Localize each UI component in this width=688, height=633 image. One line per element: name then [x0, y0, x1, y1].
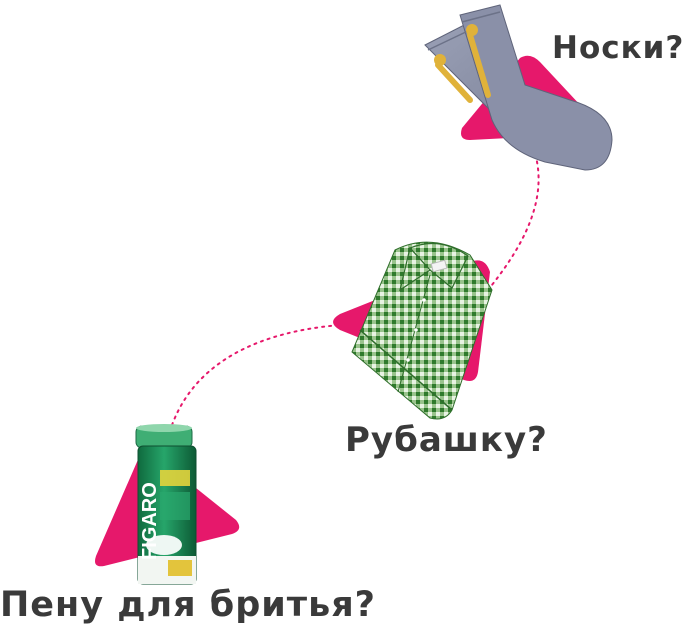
shirt-question-label: Рубашку?	[345, 420, 548, 460]
dotted-connector	[171, 129, 540, 426]
shirt-group	[333, 241, 493, 420]
foam-group: FIGARO	[95, 424, 240, 585]
socks-icon	[424, 4, 613, 171]
shirt-icon	[351, 241, 493, 420]
socks-group	[424, 4, 613, 171]
shaving-foam-question-label: Пену для бритья?	[0, 585, 376, 625]
socks-question-label: Носки?	[552, 30, 685, 66]
can-brand-text: FIGARO	[139, 482, 161, 560]
shaving-foam-can-icon: FIGARO	[135, 424, 197, 585]
